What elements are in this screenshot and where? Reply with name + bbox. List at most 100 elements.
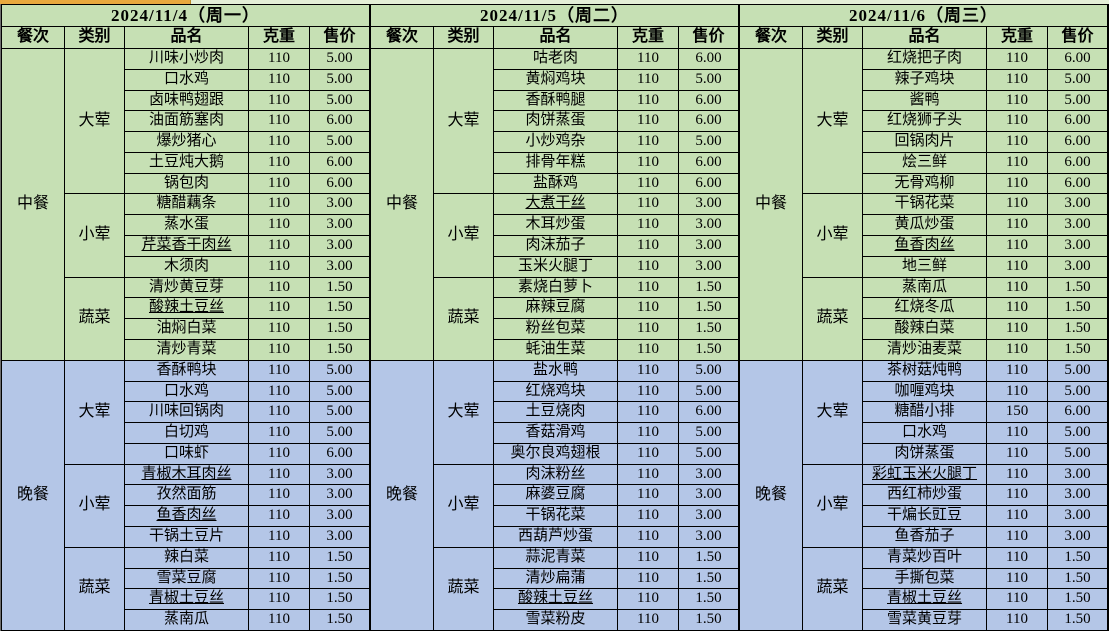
weight-cell[interactable]: 110 bbox=[248, 68, 310, 91]
meal-label[interactable]: 中餐 bbox=[739, 48, 804, 361]
weight-cell[interactable]: 110 bbox=[986, 193, 1049, 216]
price-cell[interactable]: 5.00 bbox=[1047, 380, 1109, 403]
weight-cell[interactable]: 110 bbox=[986, 380, 1049, 403]
dish-name-cell[interactable]: 雪菜豆腐 bbox=[124, 567, 249, 590]
price-cell[interactable]: 1.50 bbox=[1047, 609, 1109, 631]
dish-name-cell[interactable]: 排骨年糕 bbox=[493, 151, 619, 174]
price-cell[interactable]: 3.00 bbox=[678, 525, 740, 548]
meal-label[interactable]: 晚餐 bbox=[739, 359, 804, 631]
dish-name-cell[interactable]: 干煸长豇豆 bbox=[862, 505, 988, 527]
weight-cell[interactable]: 110 bbox=[986, 131, 1049, 153]
dish-name-cell[interactable]: 土豆烧肉 bbox=[493, 401, 619, 424]
price-cell[interactable]: 3.00 bbox=[308, 525, 371, 548]
price-cell[interactable]: 3.00 bbox=[678, 463, 740, 486]
price-cell[interactable]: 1.50 bbox=[678, 546, 740, 569]
price-cell[interactable]: 1.50 bbox=[1047, 297, 1109, 320]
weight-cell[interactable]: 110 bbox=[986, 276, 1049, 299]
price-cell[interactable]: 5.00 bbox=[1047, 89, 1109, 112]
dish-name-cell[interactable]: 干锅花菜 bbox=[493, 505, 619, 527]
price-cell[interactable]: 6.00 bbox=[678, 89, 740, 112]
weight-cell[interactable]: 110 bbox=[986, 422, 1049, 444]
dish-name-cell[interactable]: 油焖白菜 bbox=[124, 318, 249, 340]
price-cell[interactable]: 6.00 bbox=[678, 401, 740, 424]
weight-cell[interactable]: 110 bbox=[986, 442, 1049, 465]
price-cell[interactable]: 5.00 bbox=[678, 359, 740, 382]
col-header-price[interactable]: 售价 bbox=[1047, 26, 1109, 49]
weight-cell[interactable]: 110 bbox=[617, 463, 680, 486]
price-cell[interactable]: 5.00 bbox=[678, 380, 740, 403]
price-cell[interactable]: 1.50 bbox=[308, 567, 371, 590]
price-cell[interactable]: 1.50 bbox=[678, 567, 740, 590]
price-cell[interactable]: 5.00 bbox=[308, 401, 371, 424]
dish-name-cell[interactable]: 辣子鸡块 bbox=[862, 68, 988, 91]
dish-name-cell[interactable]: 口水鸡 bbox=[862, 422, 988, 444]
dish-name-cell[interactable]: 卤味鸭翅跟 bbox=[124, 89, 249, 112]
col-header-category[interactable]: 类别 bbox=[433, 26, 495, 49]
category-label[interactable]: 大荤 bbox=[802, 359, 864, 465]
price-cell[interactable]: 5.00 bbox=[308, 422, 371, 444]
weight-cell[interactable]: 110 bbox=[986, 505, 1049, 527]
price-cell[interactable]: 5.00 bbox=[1047, 422, 1109, 444]
weight-cell[interactable]: 110 bbox=[986, 609, 1049, 631]
dish-name-cell[interactable]: 彩虹玉米火腿丁 bbox=[862, 463, 988, 486]
dish-name-cell[interactable]: 肉饼蒸蛋 bbox=[493, 110, 619, 133]
weight-cell[interactable]: 110 bbox=[248, 193, 310, 216]
dish-name-cell[interactable]: 鱼香肉丝 bbox=[124, 505, 249, 527]
weight-cell[interactable]: 110 bbox=[248, 546, 310, 569]
dish-name-cell[interactable]: 清炒黄豆芽 bbox=[124, 276, 249, 299]
col-header-price[interactable]: 售价 bbox=[308, 26, 371, 49]
weight-cell[interactable]: 110 bbox=[617, 338, 680, 361]
price-cell[interactable]: 3.00 bbox=[308, 484, 371, 507]
dish-name-cell[interactable]: 红烧狮子头 bbox=[862, 110, 988, 133]
weight-cell[interactable]: 110 bbox=[617, 567, 680, 590]
meal-label[interactable]: 中餐 bbox=[370, 48, 435, 361]
weight-cell[interactable]: 110 bbox=[248, 401, 310, 424]
weight-cell[interactable]: 110 bbox=[617, 193, 680, 216]
dish-name-cell[interactable]: 茶树菇炖鸭 bbox=[862, 359, 988, 382]
weight-cell[interactable]: 110 bbox=[617, 380, 680, 403]
weight-cell[interactable]: 110 bbox=[617, 422, 680, 444]
dish-name-cell[interactable]: 辣白菜 bbox=[124, 546, 249, 569]
price-cell[interactable]: 3.00 bbox=[308, 214, 371, 237]
dish-name-cell[interactable]: 香酥鸭腿 bbox=[493, 89, 619, 112]
col-header-weight[interactable]: 克重 bbox=[248, 26, 310, 49]
dish-name-cell[interactable]: 青椒土豆丝 bbox=[124, 588, 249, 611]
weight-cell[interactable]: 110 bbox=[248, 484, 310, 507]
price-cell[interactable]: 3.00 bbox=[1047, 525, 1109, 548]
price-cell[interactable]: 5.00 bbox=[678, 442, 740, 465]
price-cell[interactable]: 5.00 bbox=[1047, 442, 1109, 465]
price-cell[interactable]: 6.00 bbox=[1047, 110, 1109, 133]
category-label[interactable]: 小荤 bbox=[64, 193, 125, 278]
weight-cell[interactable]: 110 bbox=[248, 442, 310, 465]
weight-cell[interactable]: 110 bbox=[248, 359, 310, 382]
dish-name-cell[interactable]: 酸辣土豆丝 bbox=[493, 588, 619, 611]
weight-cell[interactable]: 110 bbox=[986, 484, 1049, 507]
price-cell[interactable]: 1.50 bbox=[308, 276, 371, 299]
price-cell[interactable]: 3.00 bbox=[1047, 463, 1109, 486]
dish-name-cell[interactable]: 干锅土豆片 bbox=[124, 525, 249, 548]
price-cell[interactable]: 1.50 bbox=[1047, 318, 1109, 340]
price-cell[interactable]: 3.00 bbox=[678, 505, 740, 527]
weight-cell[interactable]: 110 bbox=[617, 401, 680, 424]
weight-cell[interactable]: 110 bbox=[617, 609, 680, 631]
price-cell[interactable]: 1.50 bbox=[308, 338, 371, 361]
price-cell[interactable]: 5.00 bbox=[678, 131, 740, 153]
weight-cell[interactable]: 110 bbox=[617, 235, 680, 257]
dish-name-cell[interactable]: 川味小炒肉 bbox=[124, 48, 249, 70]
category-label[interactable]: 蔬菜 bbox=[433, 546, 495, 631]
dish-name-cell[interactable]: 雪菜黄豆芽 bbox=[862, 609, 988, 631]
dish-name-cell[interactable]: 蒸南瓜 bbox=[862, 276, 988, 299]
dish-name-cell[interactable]: 玉米火腿丁 bbox=[493, 255, 619, 278]
weight-cell[interactable]: 110 bbox=[986, 525, 1049, 548]
date-header[interactable]: 2024/11/4（周一） bbox=[0, 4, 371, 27]
dish-name-cell[interactable]: 红烧鸡块 bbox=[493, 380, 619, 403]
dish-name-cell[interactable]: 香菇滑鸡 bbox=[493, 422, 619, 444]
price-cell[interactable]: 6.00 bbox=[308, 442, 371, 465]
weight-cell[interactable]: 110 bbox=[986, 235, 1049, 257]
weight-cell[interactable]: 110 bbox=[248, 48, 310, 70]
dish-name-cell[interactable]: 蚝油生菜 bbox=[493, 338, 619, 361]
dish-name-cell[interactable]: 大煮干丝 bbox=[493, 193, 619, 216]
weight-cell[interactable]: 110 bbox=[617, 48, 680, 70]
weight-cell[interactable]: 110 bbox=[617, 89, 680, 112]
category-label[interactable]: 蔬菜 bbox=[64, 546, 125, 631]
